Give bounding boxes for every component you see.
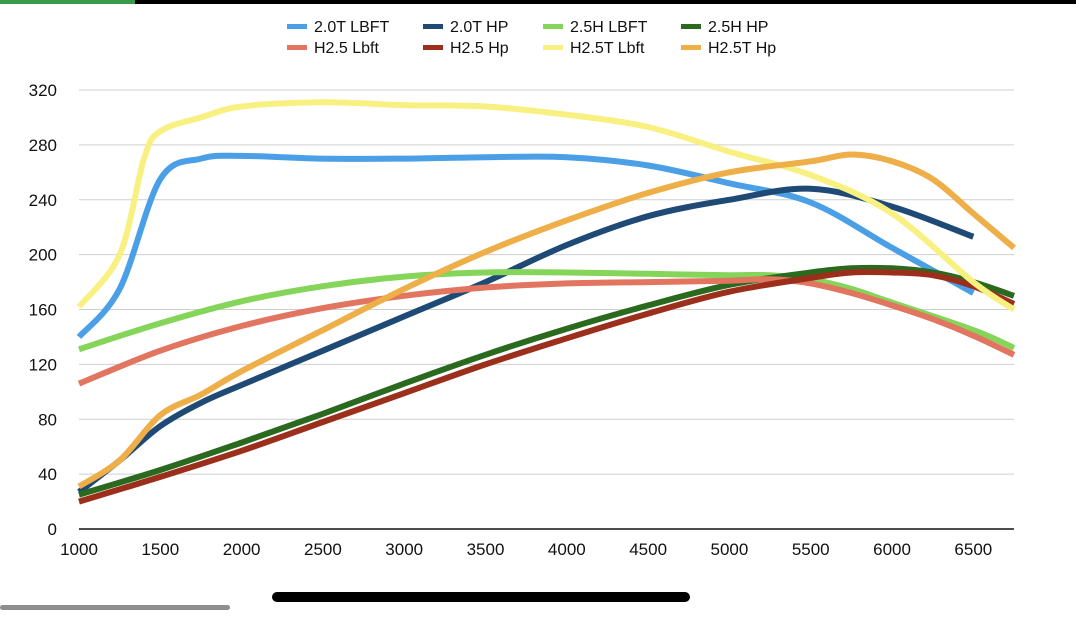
top-progress-indicator [0,0,135,4]
legend-label-h2-5t-lbft: H2.5T Lbft [570,40,645,57]
legend-swatch-h2-5t-lbft [543,45,563,50]
legend-swatch-2-5h-hp [681,24,701,29]
x-tick-label: 6000 [873,540,911,559]
top-status-bar [0,0,1076,4]
y-tick-label: 200 [29,246,57,265]
x-tick-label: 2500 [304,540,342,559]
legend-label-2-5h-lbft: 2.5H LBFT [570,19,648,36]
series-lines [76,99,1016,505]
legend-swatch-2-0t-lbft [287,24,307,29]
legend: 2.0T LBFT 2.0T HP 2.5H LBFT 2.5H HP H2.5 Lbf… [287,19,776,57]
legend-swatch-h2-5-hp [423,45,443,50]
y-tick-label: 280 [29,136,57,155]
x-tick-label: 1000 [60,540,98,559]
x-tick-label: 5500 [792,540,830,559]
x-tick-label: 5000 [711,540,749,559]
y-tick-label: 240 [29,191,57,210]
legend-swatch-h2-5-lbft [287,45,307,50]
legend-swatch-h2-5t-hp [681,45,701,50]
x-tick-label: 4500 [629,540,667,559]
x-tick-label: 6500 [954,540,992,559]
y-tick-label: 80 [38,410,57,429]
home-indicator[interactable] [272,592,690,602]
series-line-h2-5-hp [78,268,1016,505]
legend-label-2-5h-hp: 2.5H HP [708,19,768,36]
series-line-h2-5-lbft [77,276,1016,387]
legend-label-h2-5t-hp: H2.5T Hp [708,40,776,57]
legend-swatch-2-0t-hp [423,24,443,29]
y-tick-label: 120 [29,355,57,374]
series-line-2-0t-lbft [76,152,975,339]
x-tick-label: 3500 [467,540,505,559]
legend-swatch-2-5h-lbft [543,24,563,29]
y-tick-label: 0 [48,520,57,539]
series-line-2-5h-lbft [78,269,1016,353]
series-line-h2-5t-lbft [76,99,1016,313]
y-tick-label: 40 [38,465,57,484]
series-line-h2-5t-hp [77,151,1016,490]
y-tick-label: 160 [29,301,57,320]
x-tick-label: 2000 [223,540,261,559]
axes: 0 40 80 120 160 200 240 280 320 1000 1500 2000 2500 3… [29,81,1014,559]
legend-label-h2-5-hp: H2.5 Hp [450,40,509,57]
horizontal-scroll-indicator[interactable] [0,605,230,610]
x-tick-label: 1500 [141,540,179,559]
legend-label-h2-5-lbft: H2.5 Lbft [314,40,379,57]
legend-label-2-0t-hp: 2.0T HP [450,19,508,36]
legend-label-2-0t-lbft: 2.0T LBFT [314,19,390,36]
x-tick-label: 4000 [548,540,586,559]
y-tick-label: 320 [29,81,57,100]
x-tick-label: 3000 [385,540,423,559]
series-line-2-5h-hp [78,264,1015,498]
